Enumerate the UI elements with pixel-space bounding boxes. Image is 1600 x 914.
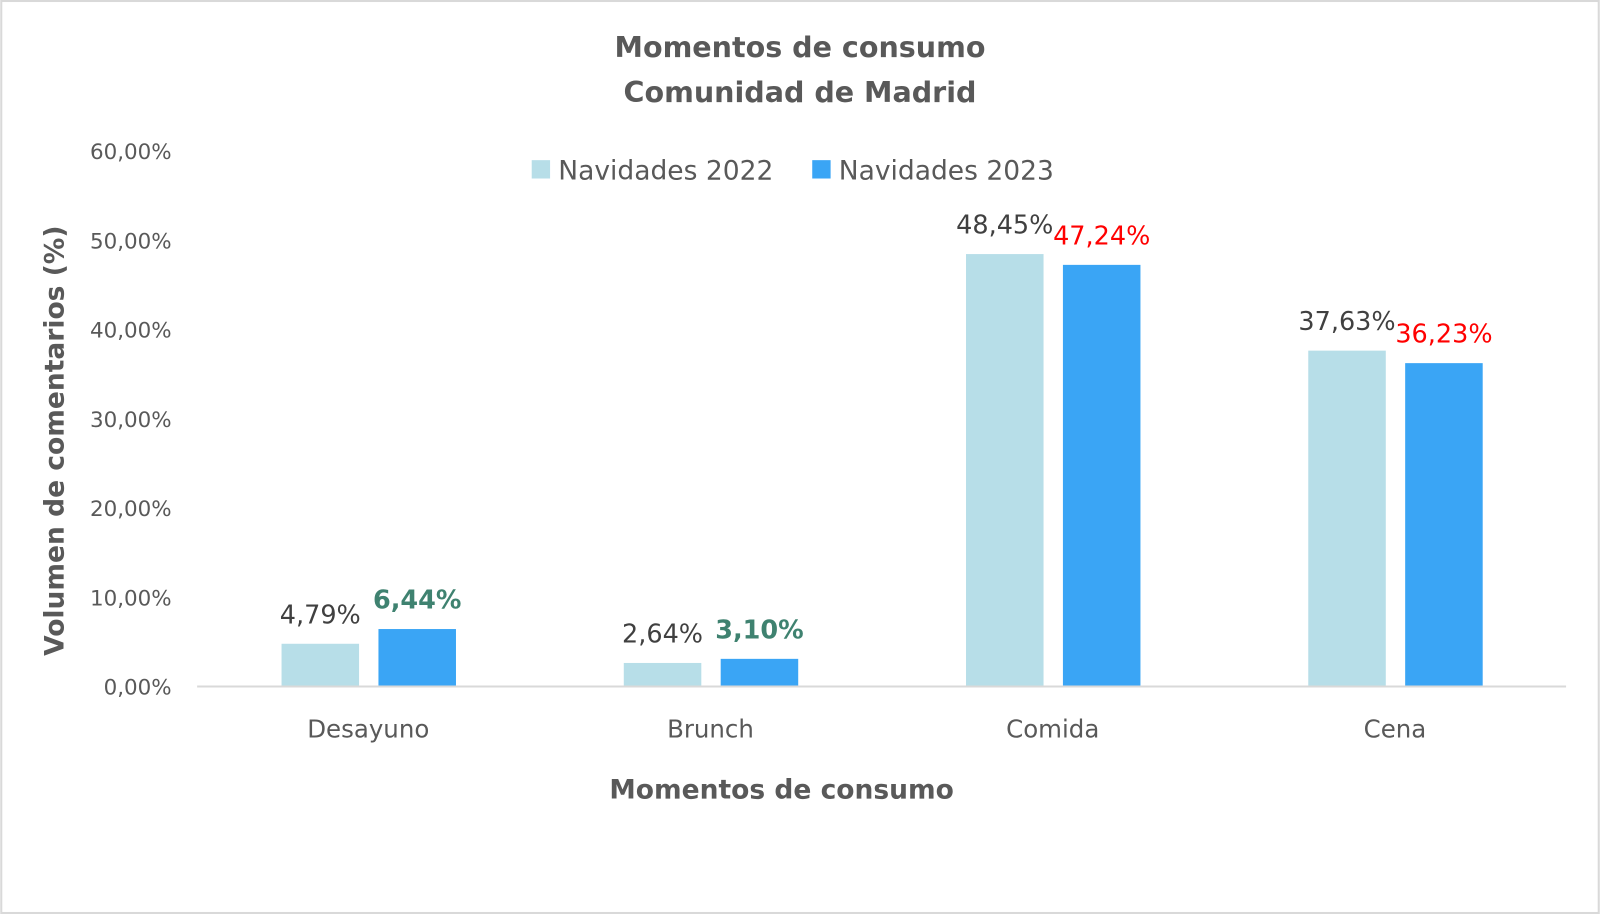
bar-2023-comida <box>1062 264 1141 687</box>
bar-2023-brunch <box>720 658 799 687</box>
x-axis-categories: Desayuno Brunch Comida Cena <box>307 715 1426 744</box>
data-label: 3,10% <box>715 615 803 645</box>
bar-2022-desayuno <box>281 643 360 687</box>
y-tick-label: 30,00% <box>90 408 172 433</box>
x-tick-label: Desayuno <box>307 715 429 744</box>
bar-2023-cena <box>1405 363 1483 687</box>
legend-swatch-2023 <box>812 160 831 179</box>
data-label: 6,44% <box>373 586 461 616</box>
bar-2022-comida <box>966 254 1044 687</box>
x-tick-label: Comida <box>1006 715 1099 744</box>
bar-2022-cena <box>1308 350 1386 687</box>
bars <box>281 254 1483 687</box>
bar-2023-desayuno <box>378 629 456 687</box>
bar-2022-brunch <box>623 662 702 687</box>
legend-label-2023: Navidades 2023 <box>839 156 1054 187</box>
y-tick-label: 40,00% <box>90 319 172 344</box>
legend: Navidades 2022 Navidades 2023 <box>531 156 1054 187</box>
data-label: 36,23% <box>1395 320 1492 350</box>
y-tick-label: 60,00% <box>90 140 172 165</box>
y-tick-label: 20,00% <box>90 497 172 522</box>
y-tick-label: 50,00% <box>90 229 172 254</box>
y-tick-label: 0,00% <box>104 676 172 701</box>
data-label: 37,63% <box>1298 307 1395 337</box>
data-label: 2,64% <box>622 620 703 650</box>
x-axis-title: Momentos de consumo <box>609 775 954 806</box>
chart-title-line-2: Comunidad de Madrid <box>624 75 977 109</box>
x-tick-label: Brunch <box>667 715 754 744</box>
y-tick-label: 10,00% <box>90 586 172 611</box>
legend-label-2022: Navidades 2022 <box>558 156 773 187</box>
data-label: 48,45% <box>956 211 1053 241</box>
data-labels: 4,79% 6,44% 2,64% 3,10% 48,45% 47,24% 37,63% 36… <box>280 211 1493 650</box>
chart-title-line-1: Momentos de consumo <box>615 30 986 64</box>
data-label: 4,79% <box>280 600 361 630</box>
y-axis-ticks: 0,00% 10,00% 20,00% 30,00% 40,00% 50,00% 60,00… <box>90 140 172 701</box>
x-tick-label: Cena <box>1364 715 1427 744</box>
y-axis-title: Volumen de comentarios (%) <box>39 225 70 655</box>
legend-swatch-2022 <box>531 160 551 179</box>
data-label: 47,24% <box>1053 221 1150 251</box>
